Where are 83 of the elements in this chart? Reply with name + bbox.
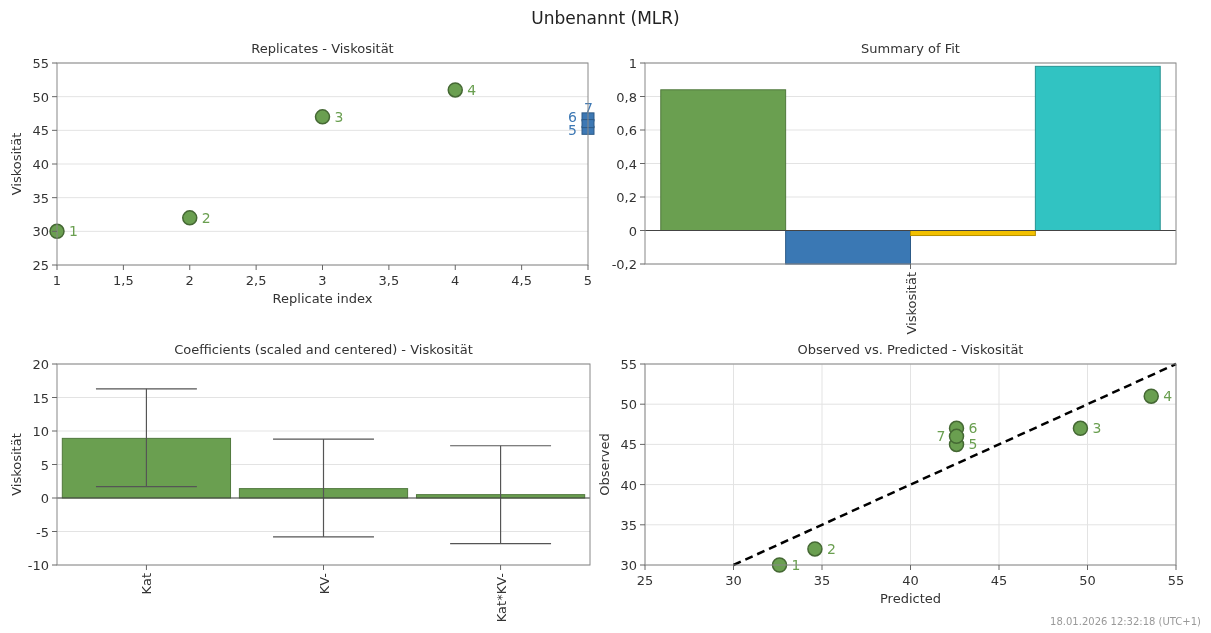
y-tick-label: 1	[628, 56, 637, 71]
annotation: 7	[584, 99, 593, 116]
x-tick-label: 2	[185, 273, 194, 288]
y-tick-label: -10	[27, 558, 49, 573]
x-tick-label: 5	[583, 273, 593, 288]
y-tick-label: 45	[32, 123, 49, 139]
y-tick-label: 30	[32, 224, 49, 240]
annotation: 6	[968, 420, 978, 437]
point	[314, 109, 331, 125]
y-tick-label: -0,2	[611, 257, 637, 272]
x-tick-label: 50	[1079, 573, 1096, 588]
bar	[1034, 65, 1161, 231]
x-tick-label: Viskosität	[903, 272, 919, 335]
annotation: 1	[69, 223, 78, 240]
y-tick-label: 0,4	[616, 156, 637, 172]
y-tick-label: 55	[32, 56, 49, 71]
y-tick-label: 15	[32, 390, 49, 406]
y-tick-label: 30	[620, 558, 637, 573]
text: 18.01.2026 12:32:18 (UTC+1)	[1050, 616, 1202, 627]
annotation: 3	[1092, 420, 1102, 437]
annotation: 5	[968, 436, 978, 453]
chart-title: Observed vs. Predicted - Viskosität	[797, 342, 1024, 357]
y-tick-label: 40	[620, 477, 637, 493]
x-tick-label: 4,5	[511, 273, 532, 288]
annotation: 5	[568, 122, 577, 139]
point	[447, 82, 463, 98]
y-tick-label: 40	[32, 157, 49, 172]
text: Unbenannt (MLR)	[531, 8, 680, 28]
point	[807, 541, 823, 557]
y-tick-label: -5	[36, 524, 49, 540]
y-tick-label: 55	[620, 357, 637, 372]
x-tick-label: Kat	[139, 573, 155, 595]
x-tick-label: 3,5	[378, 273, 400, 288]
point	[1143, 388, 1159, 404]
y-tick-label: 50	[32, 89, 49, 105]
y-tick-label: 35	[620, 517, 637, 533]
y-tick-label: 35	[32, 190, 49, 206]
x-tick-label: 3	[318, 273, 327, 288]
annotation: 6	[568, 108, 577, 125]
x-tick-label: 4	[451, 273, 460, 288]
y-tick-label: 0	[628, 223, 637, 239]
annotation: 4	[1163, 388, 1173, 405]
y-tick-label: 0	[40, 491, 49, 506]
annotation: 1	[791, 557, 801, 573]
x-tick-label: 30	[725, 573, 742, 588]
x-tick-label: 35	[813, 573, 831, 588]
y-tick-label: 20	[32, 357, 49, 372]
x-axis-title: Predicted	[879, 591, 942, 606]
x-tick-label: 40	[902, 573, 919, 588]
annotation: 4	[467, 81, 477, 98]
bar	[61, 437, 232, 499]
y-axis-title: Viskosität	[9, 132, 24, 196]
annotation: 2	[201, 209, 211, 226]
point	[182, 210, 198, 226]
y-tick-label: 0,8	[616, 89, 637, 105]
y-tick-label: 0,2	[616, 190, 637, 205]
annotation: 2	[826, 540, 836, 557]
annotation: 7	[936, 428, 946, 445]
bar	[785, 230, 911, 265]
point	[948, 428, 965, 445]
point	[581, 119, 595, 129]
chart-title: Replicates - Viskosität	[251, 41, 394, 56]
x-tick-label: 45	[990, 573, 1008, 588]
x-tick-label: 1	[52, 273, 62, 288]
y-tick-label: 0,6	[616, 123, 637, 138]
x-tick-label: 55	[1167, 573, 1185, 588]
y-tick-label: 10	[32, 424, 49, 439]
chart-title: Coefficients (scaled and centered) - Viskosität	[174, 342, 473, 357]
annotation: 3	[334, 108, 344, 125]
x-tick-label: 1,5	[113, 273, 134, 288]
bar	[660, 89, 787, 231]
y-axis-title: Viskosität	[9, 433, 24, 496]
y-tick-label: 45	[620, 437, 637, 453]
y-axis-title: Observed	[597, 433, 612, 496]
x-tick-label: 2,5	[245, 273, 267, 288]
y-tick-label: 50	[620, 397, 637, 413]
point	[1072, 420, 1089, 437]
y-tick-label: 5	[40, 457, 49, 473]
chart-title: Summary of Fit	[861, 41, 960, 56]
x-tick-label: KV-	[316, 572, 332, 595]
y-tick-label: 25	[32, 258, 49, 273]
x-axis-title: Replicate index	[272, 291, 373, 306]
x-tick-label: Kat*KV-	[493, 572, 509, 623]
